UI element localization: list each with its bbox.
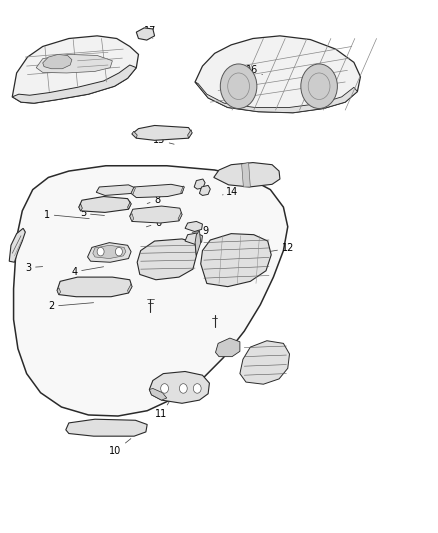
Text: 4: 4 xyxy=(71,266,104,277)
Text: 17: 17 xyxy=(144,26,156,38)
Polygon shape xyxy=(131,184,184,198)
Polygon shape xyxy=(149,389,167,400)
Polygon shape xyxy=(130,214,134,221)
Polygon shape xyxy=(96,185,135,196)
Polygon shape xyxy=(181,186,184,193)
Polygon shape xyxy=(131,187,135,195)
Polygon shape xyxy=(185,233,202,244)
Circle shape xyxy=(193,384,201,393)
Polygon shape xyxy=(136,28,155,40)
Circle shape xyxy=(97,247,104,256)
Polygon shape xyxy=(12,36,138,103)
Text: 3: 3 xyxy=(25,263,42,272)
Polygon shape xyxy=(194,179,205,189)
Polygon shape xyxy=(242,163,251,187)
Text: 16: 16 xyxy=(246,66,262,75)
Polygon shape xyxy=(93,245,126,259)
Polygon shape xyxy=(9,228,25,262)
Text: 9: 9 xyxy=(192,226,208,236)
Polygon shape xyxy=(132,131,137,138)
Polygon shape xyxy=(79,204,82,211)
Polygon shape xyxy=(201,233,271,287)
Text: 2: 2 xyxy=(48,301,94,311)
Polygon shape xyxy=(195,36,360,113)
Polygon shape xyxy=(199,185,210,196)
Text: 10: 10 xyxy=(110,439,131,456)
Polygon shape xyxy=(127,202,131,209)
Polygon shape xyxy=(79,197,131,213)
Polygon shape xyxy=(130,206,182,223)
Polygon shape xyxy=(14,166,288,416)
Polygon shape xyxy=(214,163,280,187)
Polygon shape xyxy=(240,341,290,384)
Polygon shape xyxy=(195,82,357,113)
Text: 7: 7 xyxy=(95,197,115,207)
Polygon shape xyxy=(57,288,60,295)
Polygon shape xyxy=(195,230,201,256)
Polygon shape xyxy=(57,277,132,297)
Text: 14: 14 xyxy=(223,187,238,197)
Circle shape xyxy=(301,64,337,109)
Text: 8: 8 xyxy=(147,195,160,205)
Polygon shape xyxy=(12,65,136,103)
Text: 6: 6 xyxy=(146,218,161,228)
Circle shape xyxy=(220,64,257,109)
Polygon shape xyxy=(149,372,209,403)
Polygon shape xyxy=(43,54,72,69)
Circle shape xyxy=(161,384,169,393)
Text: 5: 5 xyxy=(80,208,104,219)
Polygon shape xyxy=(88,243,131,262)
Polygon shape xyxy=(215,338,240,357)
Polygon shape xyxy=(185,221,202,231)
Polygon shape xyxy=(178,213,182,221)
Polygon shape xyxy=(66,419,147,436)
Circle shape xyxy=(116,247,122,256)
Circle shape xyxy=(180,384,187,393)
Text: 15: 15 xyxy=(153,135,174,146)
Polygon shape xyxy=(137,239,196,280)
Text: 11: 11 xyxy=(155,401,170,419)
Polygon shape xyxy=(187,130,192,138)
Text: 12: 12 xyxy=(270,244,294,254)
Polygon shape xyxy=(132,125,192,140)
Polygon shape xyxy=(36,54,113,73)
Polygon shape xyxy=(127,284,132,293)
Text: 1: 1 xyxy=(44,209,89,220)
